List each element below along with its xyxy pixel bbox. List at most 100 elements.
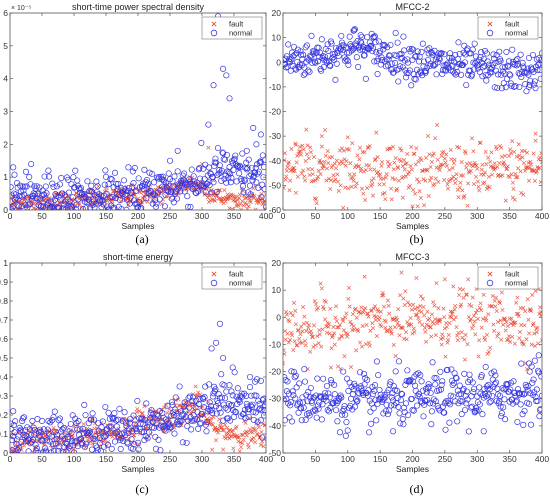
point-normal (227, 417, 234, 424)
point-normal (478, 372, 485, 379)
point-fault (471, 182, 477, 187)
series-normal (283, 26, 542, 95)
point-fault (444, 152, 449, 157)
point-normal (181, 170, 188, 177)
point-normal (331, 50, 338, 57)
point-normal (109, 193, 116, 200)
point-normal (257, 417, 264, 424)
point-normal (115, 416, 122, 423)
point-fault (290, 313, 295, 318)
point-normal (516, 391, 523, 398)
point-normal (418, 378, 425, 385)
point-fault (403, 289, 408, 294)
point-normal (439, 403, 446, 410)
point-fault (404, 337, 409, 342)
chart-title: short-time power spectral density (72, 2, 205, 12)
point-fault (261, 444, 266, 449)
point-fault (525, 150, 530, 155)
point-fault (383, 175, 389, 180)
point-fault (486, 155, 491, 160)
point-fault (293, 142, 298, 147)
point-normal (303, 42, 311, 49)
point-normal (143, 400, 150, 407)
point-normal (301, 366, 308, 373)
point-fault (292, 339, 297, 344)
point-fault (320, 166, 325, 171)
point-fault (336, 325, 341, 330)
point-normal (292, 65, 299, 72)
point-fault (262, 198, 266, 203)
point-fault (208, 416, 214, 421)
point-fault (94, 430, 99, 435)
point-fault (293, 322, 298, 327)
point-normal (479, 73, 486, 80)
point-fault (331, 173, 336, 178)
point-fault (377, 182, 382, 187)
point-fault (407, 302, 412, 308)
point-normal (74, 443, 81, 450)
point-normal (218, 167, 225, 174)
y-tick-label: -40 (269, 156, 282, 166)
point-normal (335, 394, 342, 401)
point-normal (75, 417, 82, 425)
point-fault (342, 354, 347, 359)
point-fault (391, 342, 396, 347)
point-normal (467, 50, 474, 57)
x-tick-label: 0 (281, 211, 286, 221)
point-fault (324, 166, 330, 171)
point-fault (466, 277, 471, 282)
point-normal (203, 181, 210, 188)
point-normal (165, 422, 172, 429)
chart-panel-2: MFCC-20 50 100 150 200 250 300 350 400-60-50-40-… (269, 2, 550, 246)
point-normal (208, 406, 215, 413)
point-normal (135, 175, 142, 182)
point-fault (348, 364, 354, 370)
point-fault (453, 180, 458, 186)
point-fault (429, 312, 434, 317)
point-normal (409, 406, 416, 414)
point-normal (351, 26, 358, 33)
point-normal (257, 377, 264, 384)
point-fault (140, 411, 145, 416)
point-fault (334, 304, 339, 309)
point-normal (99, 197, 106, 204)
point-fault (362, 150, 367, 155)
point-normal (184, 193, 191, 200)
point-fault (334, 166, 339, 171)
point-fault (243, 420, 248, 425)
point-fault (354, 181, 359, 186)
point-fault (299, 340, 304, 345)
point-normal (52, 428, 59, 435)
point-fault (234, 424, 239, 429)
point-fault (398, 159, 403, 164)
point-fault (214, 438, 219, 443)
point-fault (399, 270, 404, 275)
point-normal (355, 63, 362, 70)
point-normal (385, 56, 392, 63)
point-normal (242, 414, 249, 421)
point-normal (29, 192, 37, 199)
point-fault (283, 158, 287, 163)
point-normal (463, 388, 470, 395)
point-normal (106, 194, 113, 201)
point-normal (15, 444, 23, 451)
point-normal (532, 393, 539, 400)
point-fault (397, 333, 402, 338)
point-fault (221, 447, 226, 452)
point-normal (172, 394, 179, 401)
point-fault (497, 160, 502, 166)
point-normal (477, 54, 484, 61)
point-fault (233, 194, 238, 199)
point-normal (88, 416, 95, 423)
point-fault (350, 175, 355, 180)
point-normal (157, 447, 164, 453)
point-normal (382, 63, 390, 70)
point-fault (246, 204, 251, 209)
point-fault (383, 325, 388, 330)
point-normal (308, 32, 315, 39)
legend-marker-fault (487, 21, 493, 27)
point-fault (394, 318, 400, 323)
point-fault (324, 330, 330, 335)
point-normal (298, 405, 305, 412)
point-fault (500, 307, 505, 313)
